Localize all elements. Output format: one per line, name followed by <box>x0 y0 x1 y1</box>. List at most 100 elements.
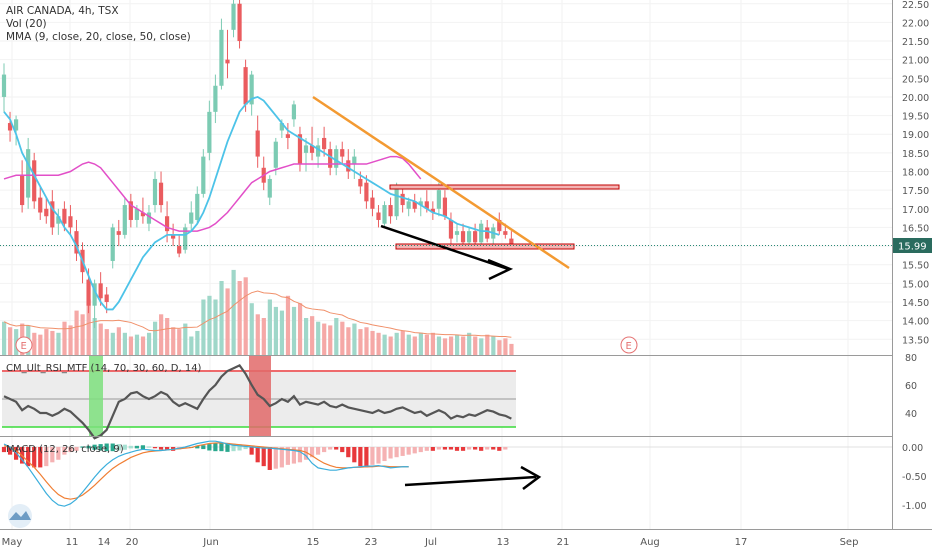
candle-body <box>291 104 297 120</box>
volume-bar <box>237 281 242 355</box>
price-tick-label: 18.00 <box>902 168 929 179</box>
candle-body <box>322 137 327 150</box>
volume-bar <box>255 314 260 355</box>
volume-bar <box>195 330 200 355</box>
event-marker-1[interactable]: E <box>15 336 33 354</box>
time-tick-label: 21 <box>557 537 570 548</box>
last-price-tag <box>893 238 932 253</box>
price-tick-label: 20.00 <box>902 93 929 104</box>
candle-body <box>473 231 478 243</box>
volume-bar <box>68 325 73 355</box>
volume-bar <box>165 318 170 355</box>
macd-hist-bar <box>1 447 7 453</box>
volume-bar <box>98 323 103 355</box>
candle-body <box>7 123 13 131</box>
macd-axis: 0.00 -0.50 -1.00 <box>902 443 927 512</box>
macd-hist-bar <box>92 444 97 450</box>
candle-body <box>213 85 218 112</box>
volume-bar <box>509 343 514 355</box>
price-tick-label: 14.00 <box>902 317 929 328</box>
volume-bar <box>122 332 127 355</box>
time-tick-label: Aug <box>640 537 660 548</box>
symbol-title: AIR CANADA, 4h, TSX <box>6 5 119 17</box>
volume-bar <box>74 310 79 355</box>
macd-hist-bar <box>285 447 290 465</box>
macd-hist-bar <box>237 444 242 451</box>
macd-hist-bar <box>201 445 206 450</box>
candle-body <box>134 208 139 220</box>
volume-bar <box>376 332 381 355</box>
macd-pane <box>1 440 892 507</box>
candle-body <box>50 201 55 228</box>
macd-hist-bar <box>110 443 115 452</box>
candle-body <box>285 134 290 138</box>
candle-body <box>448 219 454 239</box>
event-marker-2[interactable]: E <box>620 336 638 354</box>
volume-bar <box>56 332 61 355</box>
price-tick-label: 22.50 <box>902 0 929 11</box>
time-tick-label: Jul <box>424 537 437 548</box>
candle-body <box>503 231 508 235</box>
volume-bar <box>213 299 218 355</box>
volume-bar <box>322 323 327 355</box>
macd-hist-bar <box>249 447 254 455</box>
candle-body <box>255 130 260 157</box>
macd-hist-bar <box>418 447 423 453</box>
rsi-tick-label: 60 <box>905 381 917 392</box>
rsi-tick-label: 80 <box>905 353 917 364</box>
macd-hist-bar <box>460 447 466 451</box>
volume-bar <box>243 277 248 355</box>
candle-body <box>195 193 200 220</box>
macd-hist-bar <box>346 447 351 458</box>
ma-20-line <box>3 95 500 311</box>
candle-body <box>164 216 170 232</box>
volume-bar <box>279 310 285 355</box>
macd-hist-bar <box>38 447 43 468</box>
volume-bar <box>461 336 466 355</box>
volume-bar <box>50 330 55 355</box>
resistance-zone[interactable] <box>389 184 620 190</box>
macd-hist-bar <box>56 447 61 460</box>
volume-bars <box>2 269 514 355</box>
macd-hist-bar <box>442 447 448 450</box>
candle-body <box>201 156 206 194</box>
price-arrow-shaft[interactable] <box>380 224 509 271</box>
price-arrow-head <box>487 258 514 281</box>
candle-body <box>237 3 242 42</box>
volume-bar <box>364 327 369 355</box>
macd-hist-bar <box>104 443 109 452</box>
macd-hist-bar <box>273 447 278 469</box>
rsi-tick-label: 40 <box>905 409 917 420</box>
volume-bar <box>497 340 502 355</box>
candle-body <box>183 227 188 250</box>
candle-body <box>219 29 224 86</box>
macd-hist-bar <box>219 443 224 452</box>
macd-arrow-shaft[interactable] <box>404 475 537 487</box>
macd-hist-bar <box>358 447 363 467</box>
volume-bar <box>473 336 478 355</box>
candle-body <box>20 175 25 206</box>
event-marker-2-label: E <box>626 341 632 352</box>
macd-hist-bar <box>394 447 399 458</box>
candle-body <box>279 123 284 131</box>
volume-bar <box>273 306 278 355</box>
macd-hist-bar <box>62 447 67 455</box>
volume-bar <box>177 329 182 355</box>
support-zone[interactable] <box>395 243 575 250</box>
macd-hist-bar <box>340 447 345 453</box>
candle-body <box>400 193 405 206</box>
time-tick-label: 15 <box>307 537 320 548</box>
orange-trendline[interactable] <box>312 95 570 270</box>
candle-body <box>122 205 127 235</box>
price-tick-label: 15.00 <box>902 279 929 290</box>
time-tick-label: 17 <box>735 537 748 548</box>
macd-hist-bar <box>322 447 327 453</box>
candle-body <box>430 208 435 213</box>
macd-hist-bar <box>68 447 73 453</box>
macd-hist-bar <box>291 447 297 464</box>
macd-hist-bar <box>195 445 200 449</box>
price-tick-label: 22.00 <box>902 18 929 29</box>
price-tick-label: 16.50 <box>902 223 929 234</box>
time-tick-label: 23 <box>365 537 378 548</box>
macd-hist-bar <box>448 447 454 450</box>
